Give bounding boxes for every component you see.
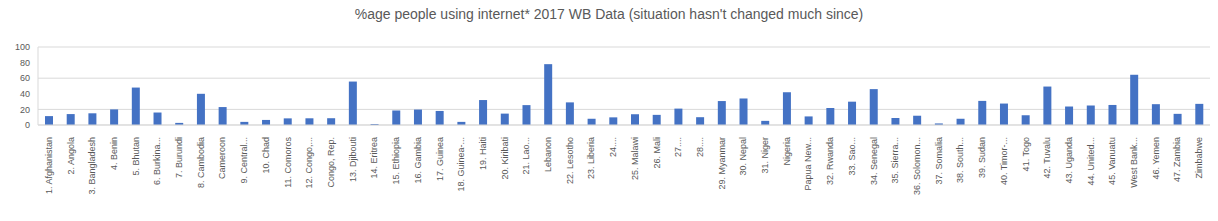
svg-text:60: 60 bbox=[20, 73, 30, 83]
svg-text:Papua New...: Papua New... bbox=[803, 137, 813, 191]
svg-text:41. Togo: 41. Togo bbox=[1021, 137, 1031, 171]
svg-text:Lebanon: Lebanon bbox=[543, 137, 553, 172]
svg-text:13. Djibouti: 13. Djibouti bbox=[348, 137, 358, 182]
svg-text:26. Mali: 26. Mali bbox=[652, 137, 662, 169]
svg-text:6. Burkina...: 6. Burkina... bbox=[152, 137, 162, 185]
svg-text:Cameroon: Cameroon bbox=[217, 137, 227, 179]
svg-text:100: 100 bbox=[15, 42, 30, 52]
svg-text:43. Uganda: 43. Uganda bbox=[1064, 137, 1074, 184]
svg-text:18. Guinea-...: 18. Guinea-... bbox=[456, 137, 466, 192]
svg-text:31. Niger: 31. Niger bbox=[760, 137, 770, 174]
svg-text:80: 80 bbox=[20, 58, 30, 68]
html-text:%age people using internet* 20: %age people using internet* 2017 WB Data… bbox=[354, 6, 864, 22]
svg-text:2. Angola: 2. Angola bbox=[66, 137, 76, 175]
svg-text:West Bank...: West Bank... bbox=[1129, 137, 1139, 188]
svg-text:20. Kiribati: 20. Kiribati bbox=[500, 137, 510, 180]
svg-text:7. Burundi: 7. Burundi bbox=[174, 137, 184, 178]
svg-text:44. United...: 44. United... bbox=[1086, 137, 1096, 186]
svg-text:10. Chad: 10. Chad bbox=[261, 137, 271, 174]
svg-text:46. Yemen: 46. Yemen bbox=[1151, 137, 1161, 180]
svg-text:17. Guinea: 17. Guinea bbox=[435, 137, 445, 181]
svg-text:33. Sao...: 33. Sao... bbox=[847, 137, 857, 176]
svg-text:1. Afghanistan: 1. Afghanistan bbox=[44, 137, 54, 194]
svg-text:28....: 28.... bbox=[695, 137, 705, 157]
svg-text:12. Congo,...: 12. Congo,... bbox=[304, 137, 314, 189]
svg-text:8. Cambodia: 8. Cambodia bbox=[196, 137, 206, 188]
svg-text:Congo, Rep.: Congo, Rep. bbox=[326, 137, 336, 188]
svg-text:23. Liberia: 23. Liberia bbox=[586, 137, 596, 179]
svg-text:36. Solomon...: 36. Solomon... bbox=[912, 137, 922, 195]
svg-text:14. Eritrea: 14. Eritrea bbox=[369, 137, 379, 179]
svg-text:30. Nepal: 30. Nepal bbox=[738, 137, 748, 176]
svg-text:11. Comoros: 11. Comoros bbox=[283, 137, 293, 188]
svg-text:19. Haiti: 19. Haiti bbox=[478, 137, 488, 170]
svg-text:Nigeria: Nigeria bbox=[782, 137, 792, 166]
svg-text:37. Somalia: 37. Somalia bbox=[934, 137, 944, 185]
svg-text:9. Central...: 9. Central... bbox=[239, 137, 249, 184]
svg-text:40. Timor-...: 40. Timor-... bbox=[999, 137, 1009, 185]
svg-text:34. Senegal: 34. Senegal bbox=[869, 137, 879, 185]
svg-text:32. Rwanda: 32. Rwanda bbox=[825, 137, 835, 185]
svg-text:16. Gambia: 16. Gambia bbox=[413, 137, 423, 184]
svg-text:4. Benin: 4. Benin bbox=[109, 137, 119, 170]
svg-text:0: 0 bbox=[25, 120, 30, 130]
svg-text:5. Bhutan: 5. Bhutan bbox=[131, 137, 141, 176]
svg-text:15. Ethiopia: 15. Ethiopia bbox=[391, 137, 401, 185]
svg-text:22. Lesotho: 22. Lesotho bbox=[565, 137, 575, 184]
svg-text:35. Sierra...: 35. Sierra... bbox=[890, 137, 900, 184]
svg-text:24....: 24.... bbox=[608, 137, 618, 157]
svg-text:39. Sudan: 39. Sudan bbox=[977, 137, 987, 178]
svg-text:47. Zambia: 47. Zambia bbox=[1172, 137, 1182, 182]
svg-text:45. Vanuatu: 45. Vanuatu bbox=[1107, 137, 1117, 185]
svg-text:42. Tuvalu: 42. Tuvalu bbox=[1042, 137, 1052, 179]
svg-text:27....: 27.... bbox=[673, 137, 683, 157]
svg-text:21. Lao...: 21. Lao... bbox=[521, 137, 531, 175]
svg-text:40: 40 bbox=[20, 89, 30, 99]
svg-text:3. Bangladesh: 3. Bangladesh bbox=[87, 137, 97, 195]
svg-text:20: 20 bbox=[20, 105, 30, 115]
svg-text:29. Myanmar: 29. Myanmar bbox=[717, 137, 727, 190]
svg-text:38. South...: 38. South... bbox=[955, 137, 965, 183]
svg-text:25. Malawi: 25. Malawi bbox=[630, 137, 640, 180]
svg-text:Zimbabwe: Zimbabwe bbox=[1194, 137, 1204, 179]
